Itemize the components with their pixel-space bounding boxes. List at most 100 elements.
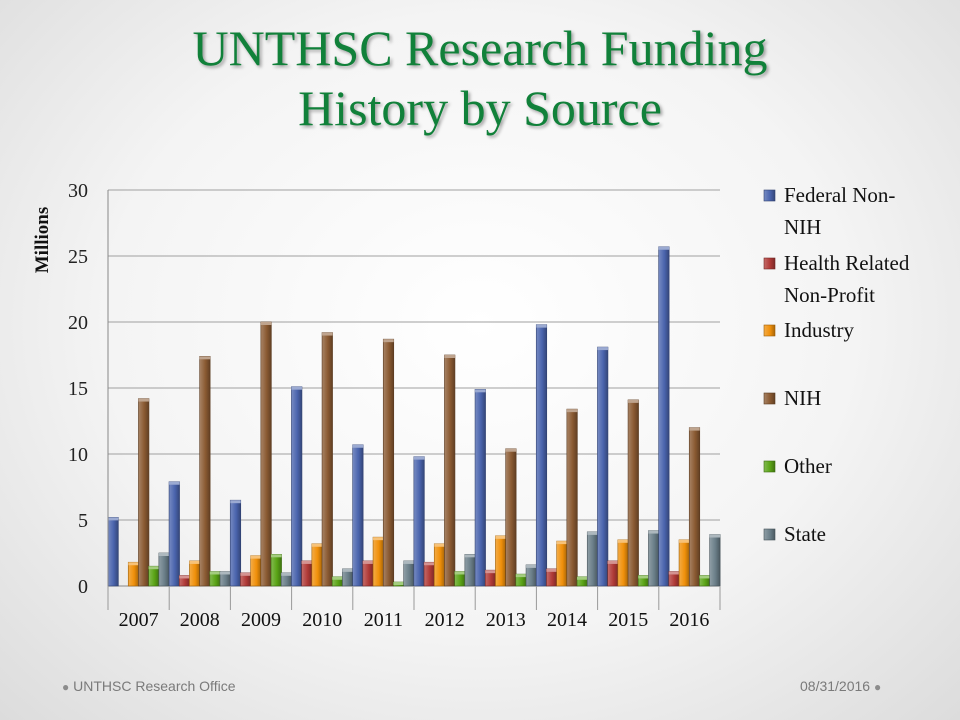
bar-cap [179, 575, 190, 579]
x-tick-label: 2008 [180, 609, 220, 631]
legend-swatch-health-related-non-profit [763, 257, 776, 270]
bar-cap [526, 564, 537, 568]
title-line-1: UNTHSC Research Funding [192, 20, 768, 76]
bar-cap [566, 409, 578, 413]
bar-nih-2010 [321, 332, 333, 587]
bar-cap [413, 456, 425, 460]
bar-cap [638, 575, 649, 579]
bar-cap [107, 517, 119, 521]
bar-cap [220, 571, 231, 575]
x-tick-label: 2015 [608, 609, 648, 631]
bar-nih-2015 [627, 399, 639, 587]
bar-federal-non-nih-2008 [168, 481, 180, 587]
bar-cap [475, 389, 486, 393]
y-tick-label: 0 [78, 576, 88, 598]
bar-state-2016 [709, 534, 721, 587]
bar-cap [709, 534, 721, 538]
bar-cap [424, 562, 435, 566]
x-tick-label: 2007 [119, 609, 159, 631]
bar-cap [393, 582, 404, 586]
x-tick-label: 2009 [241, 609, 281, 631]
x-tick-label: 2016 [669, 609, 709, 631]
bar-cap [352, 444, 364, 448]
bar-cap [648, 530, 659, 534]
bar-cap [434, 543, 445, 547]
bar-cap [587, 531, 598, 535]
bar-industry-2014 [556, 540, 568, 587]
bar-cap [230, 500, 241, 504]
bar-cap [291, 386, 302, 390]
bar-state-2012 [464, 554, 476, 587]
bar-nih-2014 [566, 408, 578, 587]
legend: Federal Non- NIH Health Related Non-Profit I… [763, 183, 910, 546]
footer-org: UNTHSC Research Office [73, 678, 236, 694]
bar-federal-non-nih-2010 [291, 386, 303, 587]
bar-cap [628, 399, 639, 403]
y-tick-label: 25 [68, 246, 88, 268]
bar-federal-non-nih-2011 [352, 444, 364, 587]
bar-state-2011 [403, 560, 415, 587]
bar-cap [138, 398, 149, 402]
x-tick-label: 2011 [364, 609, 403, 631]
bar-cap [597, 347, 608, 351]
y-tick-label: 20 [68, 312, 88, 334]
footer-right: 08/31/2016 ● [800, 678, 881, 694]
bar-health-related-non-profit-2015 [607, 560, 619, 587]
bar-cap [169, 481, 180, 485]
bar-cap [189, 560, 200, 564]
bar-federal-non-nih-2009 [229, 499, 242, 587]
bar-cap [464, 554, 476, 558]
bar-cap [699, 575, 710, 579]
bar-cap [515, 574, 527, 578]
bar-nih-2013 [505, 448, 517, 587]
bar-cap [158, 553, 170, 556]
bar-cap [505, 448, 517, 452]
bar-nih-2011 [382, 338, 395, 587]
legend-swatch-industry [763, 324, 776, 337]
legend-label-federal-non-nih: Federal Non- [784, 183, 895, 207]
x-tick-label: 2012 [425, 609, 465, 631]
slide-title: UNTHSC Research Funding History by Sourc… [0, 18, 960, 138]
bar-cap [128, 562, 139, 566]
bars [107, 246, 721, 587]
bar-health-related-non-profit-2010 [301, 560, 313, 587]
bar-cap [199, 356, 211, 360]
y-tick-label: 15 [68, 378, 88, 400]
bar-cap [617, 539, 629, 543]
bar-cap [668, 571, 680, 575]
footer-left: ● UNTHSC Research Office [62, 678, 235, 694]
bar-cap [689, 427, 700, 431]
y-tick-label: 10 [68, 444, 88, 466]
bar-cap [495, 535, 506, 539]
bar-industry-2007 [127, 561, 140, 587]
bar-nih-2012 [444, 354, 456, 587]
bar-state-2015 [648, 530, 660, 587]
bar-cap [260, 322, 272, 325]
bar-industry-2012 [433, 543, 446, 587]
legend-label-other: Other [784, 454, 832, 478]
bar-industry-2008 [189, 560, 201, 587]
bar-industry-2011 [372, 536, 384, 587]
footer-date: 08/31/2016 [800, 678, 871, 694]
x-tick-label: 2010 [302, 609, 342, 631]
bar-health-related-non-profit-2011 [362, 560, 374, 587]
bar-cap [546, 568, 557, 572]
bar-industry-2015 [617, 539, 629, 587]
bar-cap [577, 576, 588, 580]
bar-federal-non-nih-2016 [658, 246, 670, 587]
bar-cap [454, 571, 466, 575]
bar-cap [362, 560, 374, 564]
x-tick-label: 2014 [547, 609, 587, 631]
bar-federal-non-nih-2014 [535, 324, 548, 587]
y-axis-label: Millions [32, 207, 53, 274]
bar-nih-2009 [260, 321, 272, 587]
bar-cap [342, 568, 353, 572]
bar-nih-2007 [138, 398, 150, 587]
bar-industry-2009 [250, 555, 262, 587]
legend-label-federal-non-nih: NIH [784, 215, 821, 239]
y-tick-label: 5 [78, 510, 88, 532]
bar-cap [607, 560, 619, 564]
legend-swatch-other [763, 460, 776, 473]
bar-cap [679, 539, 690, 543]
